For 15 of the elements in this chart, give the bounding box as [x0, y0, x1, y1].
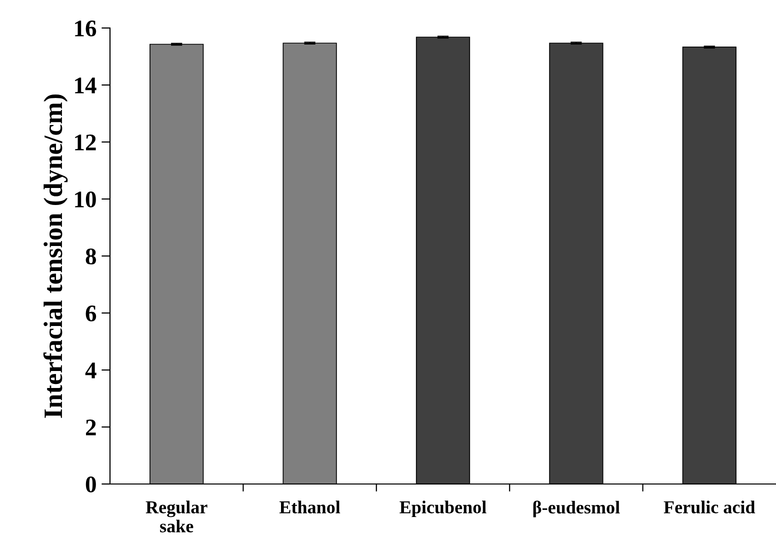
y-tick-label: 12	[75, 134, 96, 150]
y-tick-label: 16	[75, 20, 96, 36]
y-axis-title: Interfacial tension (dyne/cm)	[43, 94, 68, 418]
y-tick-label: 8	[86, 248, 96, 264]
y-tick-label: 14	[75, 78, 96, 94]
y-tick-label: 0	[86, 476, 96, 492]
y-tick-label: 4	[85, 362, 96, 378]
x-tick-label: Regular sake	[146, 500, 208, 532]
x-tick-label: Ethanol	[280, 500, 340, 514]
y-tick-label: 6	[86, 306, 96, 322]
x-tick-label: Ferulic acid	[664, 500, 756, 514]
x-tick-label: Epicubenol	[400, 500, 486, 518]
y-tick-label: 10	[75, 191, 96, 208]
y-tick-label: 2	[86, 420, 96, 436]
x-tick-label: β-eudesmol	[533, 500, 620, 518]
